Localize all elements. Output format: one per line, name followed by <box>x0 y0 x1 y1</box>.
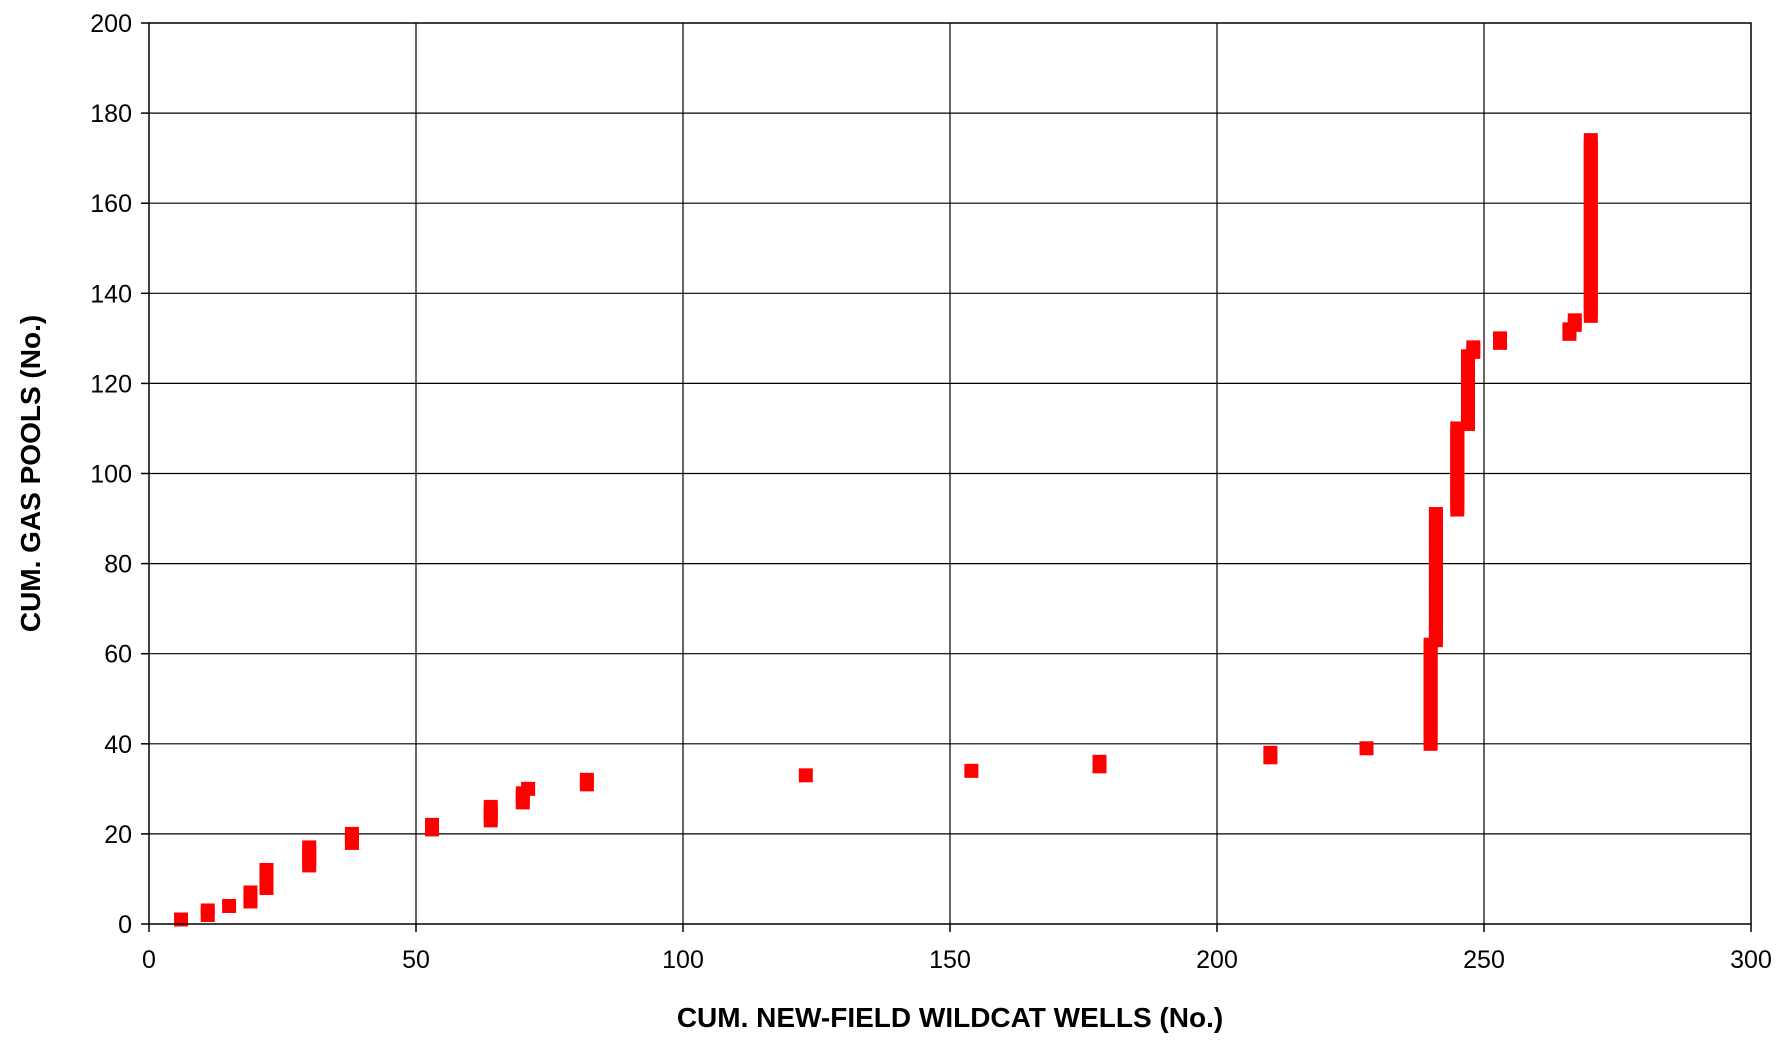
data-point <box>579 772 594 787</box>
y-tick-label: 180 <box>90 100 132 128</box>
data-point <box>1263 745 1278 760</box>
data-point <box>521 781 536 796</box>
x-tick-label: 0 <box>142 946 156 974</box>
x-tick-label: 250 <box>1463 946 1505 974</box>
data-point <box>798 768 813 783</box>
data-point <box>1428 507 1443 522</box>
data-point <box>1092 754 1107 769</box>
y-tick-label: 40 <box>104 731 132 759</box>
y-tick-label: 160 <box>90 190 132 218</box>
x-tick-label: 100 <box>662 946 704 974</box>
data-point <box>1493 331 1508 346</box>
y-tick-label: 200 <box>90 10 132 38</box>
data-points <box>174 133 1598 927</box>
x-tick-label: 200 <box>1196 946 1238 974</box>
x-tick-label: 50 <box>402 946 430 974</box>
data-point <box>964 763 979 778</box>
data-point <box>259 862 274 877</box>
data-point <box>200 903 215 918</box>
y-tick-label: 20 <box>104 821 132 849</box>
x-axis-title: CUM. NEW-FIELD WILDCAT WELLS (No.) <box>677 1002 1223 1033</box>
data-point <box>425 817 440 832</box>
data-point <box>1466 340 1481 355</box>
data-point <box>1567 313 1582 328</box>
data-point <box>302 840 317 855</box>
data-point <box>1359 741 1374 756</box>
data-point <box>1450 421 1465 436</box>
y-tick-label: 120 <box>90 370 132 398</box>
gridlines <box>141 22 1752 932</box>
y-tick-label: 100 <box>90 461 132 489</box>
y-tick-label: 80 <box>104 551 132 579</box>
x-tick-label: 300 <box>1730 946 1772 974</box>
data-point <box>243 885 258 900</box>
data-point <box>483 799 498 814</box>
data-point <box>174 912 189 927</box>
y-tick-label: 0 <box>118 911 132 939</box>
data-point <box>344 826 359 841</box>
data-point <box>1583 133 1598 148</box>
y-tick-label: 140 <box>90 280 132 308</box>
plot-area-frame <box>148 22 1752 925</box>
data-point <box>222 898 237 913</box>
y-axis-title: CUM. GAS POOLS (No.) <box>15 315 46 632</box>
y-tick-label: 60 <box>104 641 132 669</box>
x-axis-tick-labels: 0 50 100 150 200 250 300 <box>142 946 1772 974</box>
y-axis-tick-labels: 0 20 40 60 80 100 120 140 160 180 200 <box>90 10 132 939</box>
x-tick-label: 150 <box>929 946 971 974</box>
